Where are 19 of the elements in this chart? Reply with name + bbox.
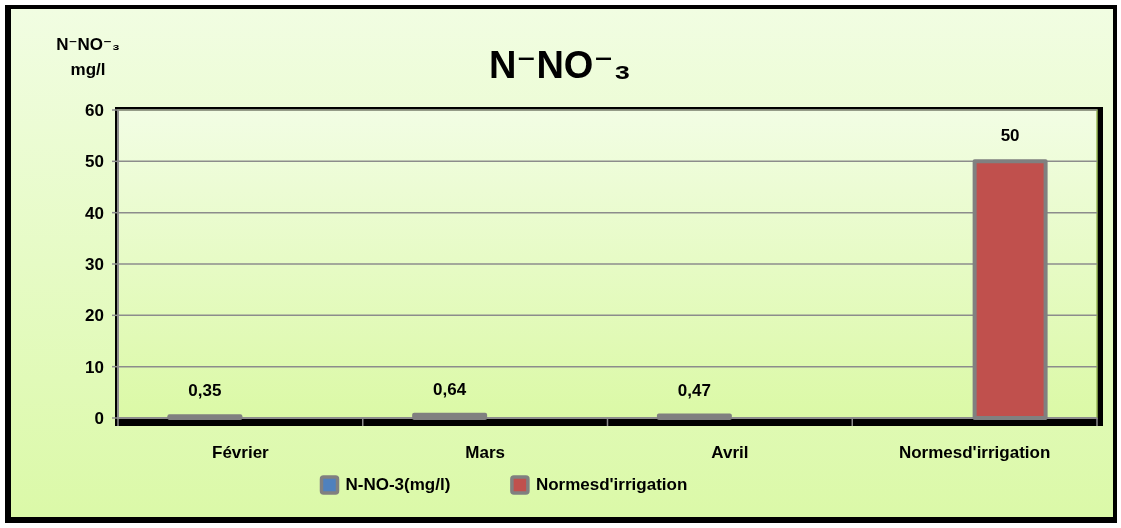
y-tick-label: 60: [85, 100, 104, 120]
y-tick-label: 40: [85, 203, 104, 223]
chart-title: N⁻NO⁻₃: [488, 44, 632, 86]
y-tick-label: 50: [85, 152, 104, 172]
data-label: 0,35: [188, 381, 222, 401]
y-axis-title: N⁻NO⁻₃ mg/l: [56, 35, 120, 79]
x-tick-label: Mars: [465, 443, 505, 462]
data-label: 0,64: [433, 379, 467, 399]
data-label: 0,47: [677, 380, 711, 400]
y-tick-label: 0: [94, 408, 104, 428]
x-tick-label: Avril: [711, 443, 749, 462]
legend-label: Normesd'irrigation: [535, 475, 688, 494]
data-label: 50: [1000, 126, 1020, 146]
y-tick-label: 30: [85, 254, 104, 274]
x-tick-label: Février: [212, 443, 270, 462]
legend-label: N-NO-3(mg/l): [345, 475, 451, 494]
y-tick-label: 20: [85, 306, 104, 326]
x-tick-label: Normesd'irrigation: [898, 443, 1051, 462]
y-tick-label: 10: [85, 357, 104, 377]
